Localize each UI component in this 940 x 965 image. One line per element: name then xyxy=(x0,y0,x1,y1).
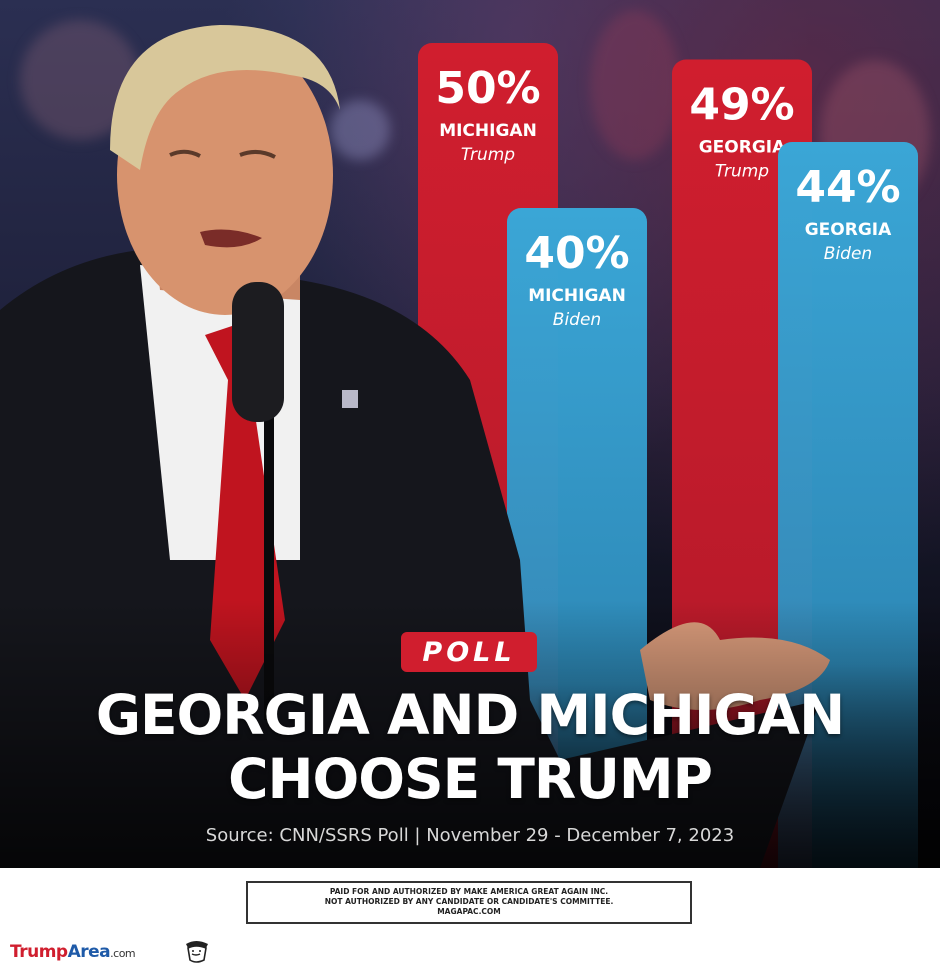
logo-word-2: Area xyxy=(67,942,111,962)
logo-suffix: .com xyxy=(110,947,136,960)
bar-candidate-label: Trump xyxy=(715,162,769,182)
headline-line-1: GEORGIA AND MICHIGAN xyxy=(95,683,845,747)
disclaimer-line-2: NOT AUTHORIZED BY ANY CANDIDATE OR CANDI… xyxy=(324,897,614,906)
disclaimer-box: PAID FOR AND AUTHORIZED BY MAKE AMERICA … xyxy=(246,881,692,924)
background-bokeh xyxy=(590,10,680,160)
mouth xyxy=(200,229,262,248)
headline: GEORGIA AND MICHIGAN CHOOSE TRUMP xyxy=(0,683,940,811)
poll-badge: POLL xyxy=(401,632,537,672)
hair xyxy=(110,25,340,170)
eye xyxy=(169,149,201,158)
bar-value-label: 40% xyxy=(524,228,629,279)
headline-line-2: CHOOSE TRUMP xyxy=(228,747,713,811)
disclaimer-line-1: PAID FOR AND AUTHORIZED BY MAKE AMERICA … xyxy=(329,887,609,896)
source-caption: Source: CNN/SSRS Poll | November 29 - De… xyxy=(205,825,735,846)
microphone xyxy=(232,282,284,422)
poll-graphic: 50% MICHIGAN Trump 40% MICHIGAN Biden 49% GEORG… xyxy=(0,0,940,868)
logo-word-1: Trump xyxy=(10,942,68,962)
bar-candidate-label: Biden xyxy=(824,244,872,264)
bar-value-label: 49% xyxy=(689,80,794,131)
bar-value-label: 50% xyxy=(435,63,540,114)
bar-state-label: MICHIGAN xyxy=(528,286,626,306)
flag-pin-icon xyxy=(342,390,358,408)
bar-candidate-label: Trump xyxy=(461,145,515,165)
bar-state-label: GEORGIA xyxy=(805,220,892,240)
caricature-icon xyxy=(186,941,208,963)
bar-candidate-label: Biden xyxy=(553,310,601,330)
face xyxy=(117,35,333,315)
bar-state-label: MICHIGAN xyxy=(439,121,537,141)
bar-state-label: GEORGIA xyxy=(699,138,786,158)
bar-value-label: 44% xyxy=(795,162,900,213)
disclaimer-line-3: MAGAPAC.COM xyxy=(437,907,501,916)
microphone-stand xyxy=(264,400,274,720)
site-logo[interactable]: TrumpArea.com xyxy=(10,942,136,962)
eye xyxy=(239,150,276,159)
